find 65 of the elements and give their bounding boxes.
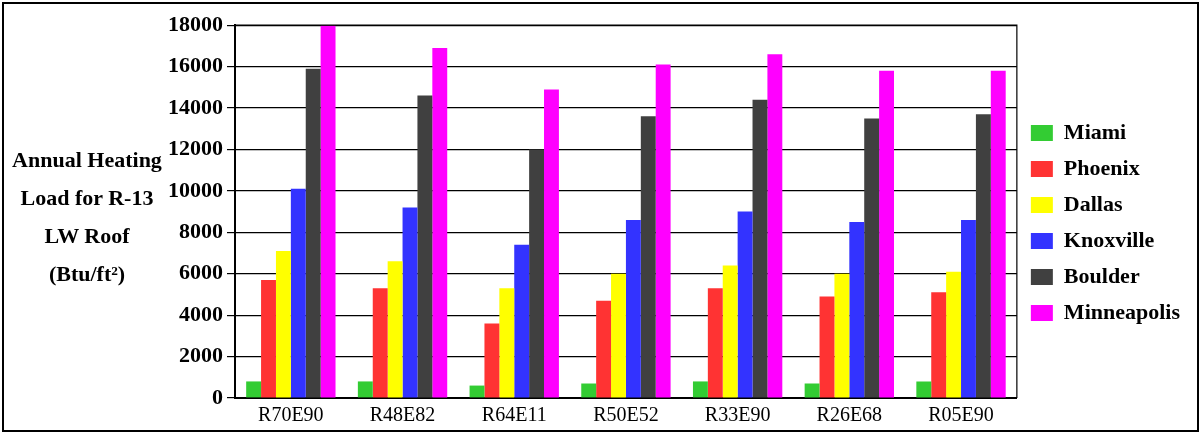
y-tick-label: 16000 <box>168 52 223 78</box>
bar <box>611 273 626 398</box>
bar <box>879 70 894 398</box>
legend-label: Minneapolis <box>1063 298 1181 324</box>
bar <box>625 219 641 398</box>
x-tick-label: R50E52 <box>593 403 659 426</box>
bar <box>305 68 321 398</box>
x-tick-label: R26E68 <box>816 403 883 426</box>
bar <box>834 273 850 398</box>
bar <box>432 47 448 398</box>
y-tick-label: 14000 <box>168 93 223 119</box>
bar <box>372 288 388 398</box>
bar <box>246 381 262 398</box>
x-tick-label: R05E90 <box>928 403 994 426</box>
legend-label: Boulder <box>1063 262 1140 288</box>
x-tick-label: R64E11 <box>481 403 547 426</box>
legend-label: Knoxville <box>1063 226 1155 252</box>
bar <box>402 207 418 398</box>
y-tick-label: 18000 <box>168 10 223 36</box>
y-tick-label: 4000 <box>179 300 223 326</box>
bar <box>290 188 306 398</box>
bar <box>357 381 373 398</box>
x-tick-label: R48E82 <box>369 403 436 426</box>
bar <box>692 381 708 398</box>
bar <box>975 114 991 398</box>
legend-label: Dallas <box>1063 190 1123 216</box>
y-tick-label: 10000 <box>168 176 223 202</box>
bar <box>931 292 947 398</box>
bar <box>417 95 433 398</box>
y-tick-label: 2000 <box>179 342 223 368</box>
bar <box>819 296 835 398</box>
bar <box>864 118 880 398</box>
bar <box>640 116 656 398</box>
bar <box>767 54 783 398</box>
bar <box>849 221 865 398</box>
bar <box>946 271 962 398</box>
legend-label: Miami <box>1063 118 1127 144</box>
y-tick-label: 8000 <box>179 218 223 243</box>
bar <box>261 279 276 398</box>
y-tick-label: 12000 <box>168 135 223 161</box>
bar <box>320 25 336 398</box>
y-tick-label: 6000 <box>179 259 223 285</box>
bar <box>484 323 500 398</box>
bar <box>804 383 820 398</box>
bar <box>707 288 723 398</box>
bar <box>596 300 612 398</box>
y-axis-title: Annual Heating Load for R-13 LW Roof (Btu/ft²) <box>12 146 162 288</box>
bar <box>722 265 738 398</box>
bar <box>655 64 671 398</box>
bar <box>916 381 932 398</box>
bar <box>990 70 1006 398</box>
bar <box>275 250 291 398</box>
bar <box>737 211 753 398</box>
bar <box>961 219 976 398</box>
bar <box>581 383 597 398</box>
bar <box>387 261 403 398</box>
legend-label: Phoenix <box>1063 154 1140 180</box>
x-tick-label: R33E90 <box>704 403 771 426</box>
y-tick-label: 0 <box>212 383 223 409</box>
bar <box>544 89 559 398</box>
bar <box>514 244 530 398</box>
bar <box>752 99 768 398</box>
bar <box>529 149 545 398</box>
x-tick-label: R70E90 <box>258 403 324 426</box>
bar <box>499 288 515 398</box>
